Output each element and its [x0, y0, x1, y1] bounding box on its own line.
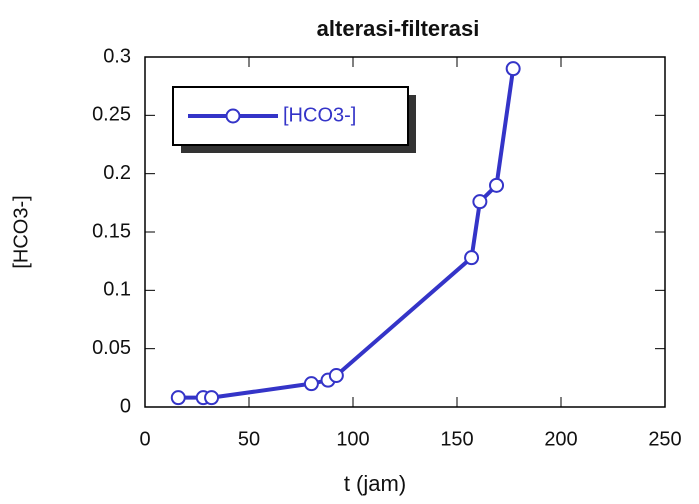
x-tick-label: 200	[544, 428, 577, 450]
x-tick-label: 150	[440, 428, 473, 450]
x-axis-label: t (jam)	[344, 471, 406, 496]
data-point	[204, 390, 220, 406]
data-point	[464, 250, 480, 266]
legend-label: [HCO3-]	[283, 104, 356, 126]
y-tick-label: 0	[120, 395, 131, 417]
y-tick-label: 0.15	[92, 220, 131, 242]
x-tick-label: 100	[336, 428, 369, 450]
y-tick-label: 0.3	[103, 45, 131, 67]
chart-title: alterasi-filterasi	[317, 16, 480, 41]
x-tick-label: 250	[648, 428, 681, 450]
x-tick-label: 50	[238, 428, 260, 450]
data-point	[489, 177, 505, 193]
x-tick-label: 0	[139, 428, 150, 450]
data-point	[505, 61, 521, 77]
y-tick-label: 0.05	[92, 337, 131, 359]
y-tick-label: 0.1	[103, 279, 131, 301]
data-point	[472, 194, 488, 210]
legend-marker	[225, 108, 241, 124]
data-point	[303, 376, 319, 392]
y-tick-label: 0.2	[103, 162, 131, 184]
data-point	[328, 368, 344, 383]
y-tick-label: 0.25	[92, 104, 131, 126]
data-point	[170, 390, 186, 406]
y-axis-label: [HCO3-]	[10, 195, 32, 268]
